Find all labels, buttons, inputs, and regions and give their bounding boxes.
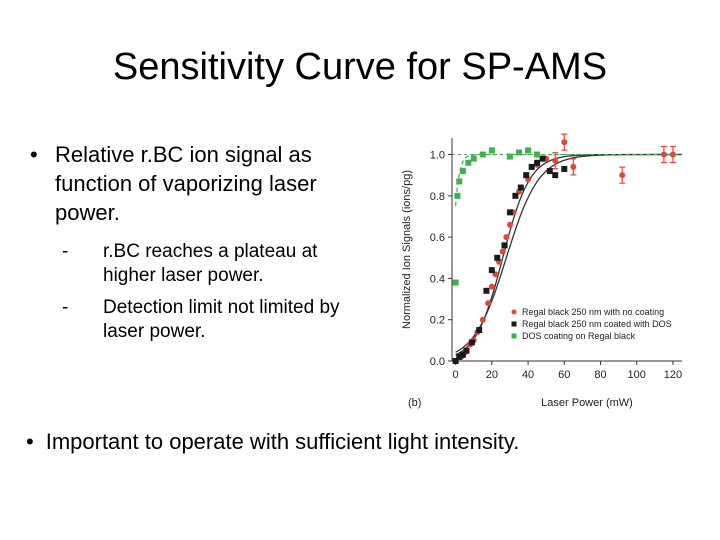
data-point bbox=[517, 184, 524, 191]
data-point bbox=[512, 192, 519, 199]
y-tick-label: 0.8 bbox=[430, 191, 445, 203]
data-point bbox=[552, 172, 559, 179]
y-tick-label: 0.0 bbox=[430, 356, 445, 368]
data-point bbox=[459, 351, 466, 358]
sensitivity-chart: 0.0 0.2 0.4 0.6 0.8 1.0 0 20 40 60 80 100 120 Regal … bbox=[401, 133, 682, 409]
data-point bbox=[494, 254, 501, 261]
data-point bbox=[452, 279, 459, 286]
bullet-marker: • bbox=[26, 429, 34, 454]
fit-line bbox=[455, 153, 682, 353]
data-points bbox=[452, 133, 676, 364]
data-point bbox=[534, 151, 541, 158]
data-point bbox=[454, 192, 461, 199]
x-tick-label: 0 bbox=[453, 369, 459, 381]
sub-bullet-text: r.BC reaches a plateau at higher laser p… bbox=[103, 241, 318, 286]
data-point bbox=[483, 287, 490, 294]
data-point bbox=[459, 168, 466, 175]
data-point bbox=[503, 234, 510, 241]
data-point bbox=[456, 178, 463, 185]
data-point bbox=[561, 165, 568, 172]
data-point bbox=[506, 209, 513, 216]
data-point bbox=[479, 151, 486, 158]
data-point bbox=[539, 155, 546, 162]
data-point bbox=[501, 242, 508, 249]
legend-label: Regal black 250 nm coated with DOS bbox=[522, 319, 672, 329]
legend-label: DOS coating on Regal black bbox=[522, 331, 636, 341]
data-point bbox=[485, 300, 492, 307]
chart-axes: 0.0 0.2 0.4 0.6 0.8 1.0 0 20 40 60 80 100 120 bbox=[430, 138, 682, 381]
legend-marker bbox=[511, 321, 517, 327]
y-axis-label: Normalized Ion Signals (ions/pg) bbox=[401, 170, 413, 329]
data-point bbox=[499, 248, 506, 255]
data-point bbox=[523, 172, 530, 179]
panel-label: (b) bbox=[408, 397, 421, 409]
x-tick-label: 120 bbox=[664, 369, 682, 381]
data-point bbox=[479, 316, 486, 323]
data-point bbox=[476, 327, 483, 334]
slide-title: Sensitivity Curve for SP-AMS bbox=[112, 46, 608, 88]
bullet-text: Relative r.BC ion signal as function of … bbox=[55, 142, 317, 225]
data-point bbox=[669, 151, 676, 158]
data-point bbox=[488, 283, 495, 290]
data-point bbox=[463, 347, 470, 354]
data-point bbox=[488, 267, 495, 274]
data-point bbox=[619, 172, 626, 179]
data-point bbox=[528, 163, 535, 170]
data-point bbox=[468, 339, 475, 346]
x-tick-label: 100 bbox=[628, 369, 646, 381]
data-point bbox=[570, 163, 577, 170]
data-point bbox=[456, 353, 463, 360]
legend-marker bbox=[511, 309, 517, 315]
data-point bbox=[506, 153, 513, 160]
sub-bullet-marker: - bbox=[62, 297, 69, 318]
sub-bullet-marker: - bbox=[62, 241, 69, 262]
fit-line bbox=[454, 153, 682, 206]
data-point bbox=[546, 168, 553, 175]
y-tick-label: 0.6 bbox=[430, 232, 445, 244]
x-tick-label: 80 bbox=[594, 369, 606, 381]
fit-lines bbox=[454, 153, 682, 356]
x-axis-label: Laser Power (mW) bbox=[541, 397, 633, 409]
data-point bbox=[534, 159, 541, 166]
data-point bbox=[660, 151, 667, 158]
bullet-bottom: • Important to operate with sufficient li… bbox=[26, 427, 706, 456]
y-tick-label: 0.4 bbox=[430, 273, 445, 285]
chart-legend: Regal black 250 nm with no coating Regal … bbox=[511, 307, 672, 341]
data-point bbox=[525, 147, 532, 154]
data-point bbox=[506, 221, 513, 228]
x-tick-label: 60 bbox=[558, 369, 570, 381]
data-point bbox=[488, 147, 495, 154]
y-tick-label: 0.2 bbox=[430, 315, 445, 327]
legend-marker bbox=[511, 333, 517, 339]
data-point bbox=[470, 155, 477, 162]
sub-bullet-text: Detection limit not limited by laser pow… bbox=[103, 297, 340, 342]
data-point bbox=[452, 358, 459, 364]
legend-label: Regal black 250 nm with no coating bbox=[522, 307, 664, 317]
bullet-text: Important to operate with sufficient lig… bbox=[45, 429, 520, 454]
data-point bbox=[561, 139, 568, 146]
x-tick-label: 40 bbox=[522, 369, 534, 381]
data-point bbox=[465, 159, 472, 166]
x-tick-label: 20 bbox=[486, 369, 498, 381]
data-point bbox=[516, 149, 523, 156]
data-point bbox=[552, 157, 559, 164]
bullet-marker: • bbox=[30, 142, 38, 167]
y-tick-label: 1.0 bbox=[430, 150, 445, 162]
